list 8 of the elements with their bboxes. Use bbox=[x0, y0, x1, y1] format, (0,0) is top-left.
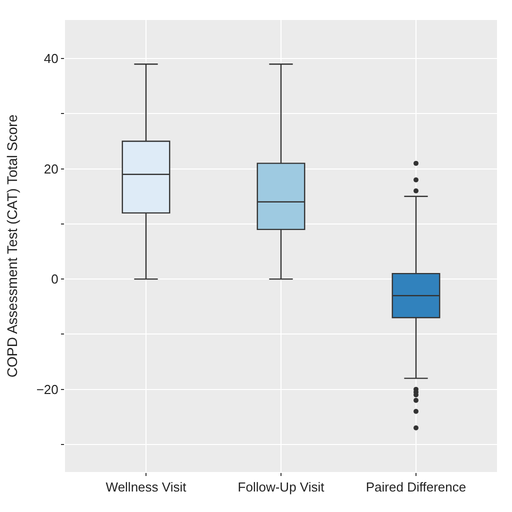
y-axis-title: COPD Assessment Test (CAT) Total Score bbox=[4, 114, 20, 378]
y-tick-label: 20 bbox=[44, 161, 58, 176]
x-tick-label: Wellness Visit bbox=[106, 480, 187, 495]
y-tick-label: 40 bbox=[44, 51, 58, 66]
y-tick-label: 0 bbox=[51, 272, 58, 287]
x-tick-label: Paired Difference bbox=[366, 480, 466, 495]
y-tick-label: −20 bbox=[36, 382, 58, 397]
x-tick-label: Follow-Up Visit bbox=[238, 480, 325, 495]
